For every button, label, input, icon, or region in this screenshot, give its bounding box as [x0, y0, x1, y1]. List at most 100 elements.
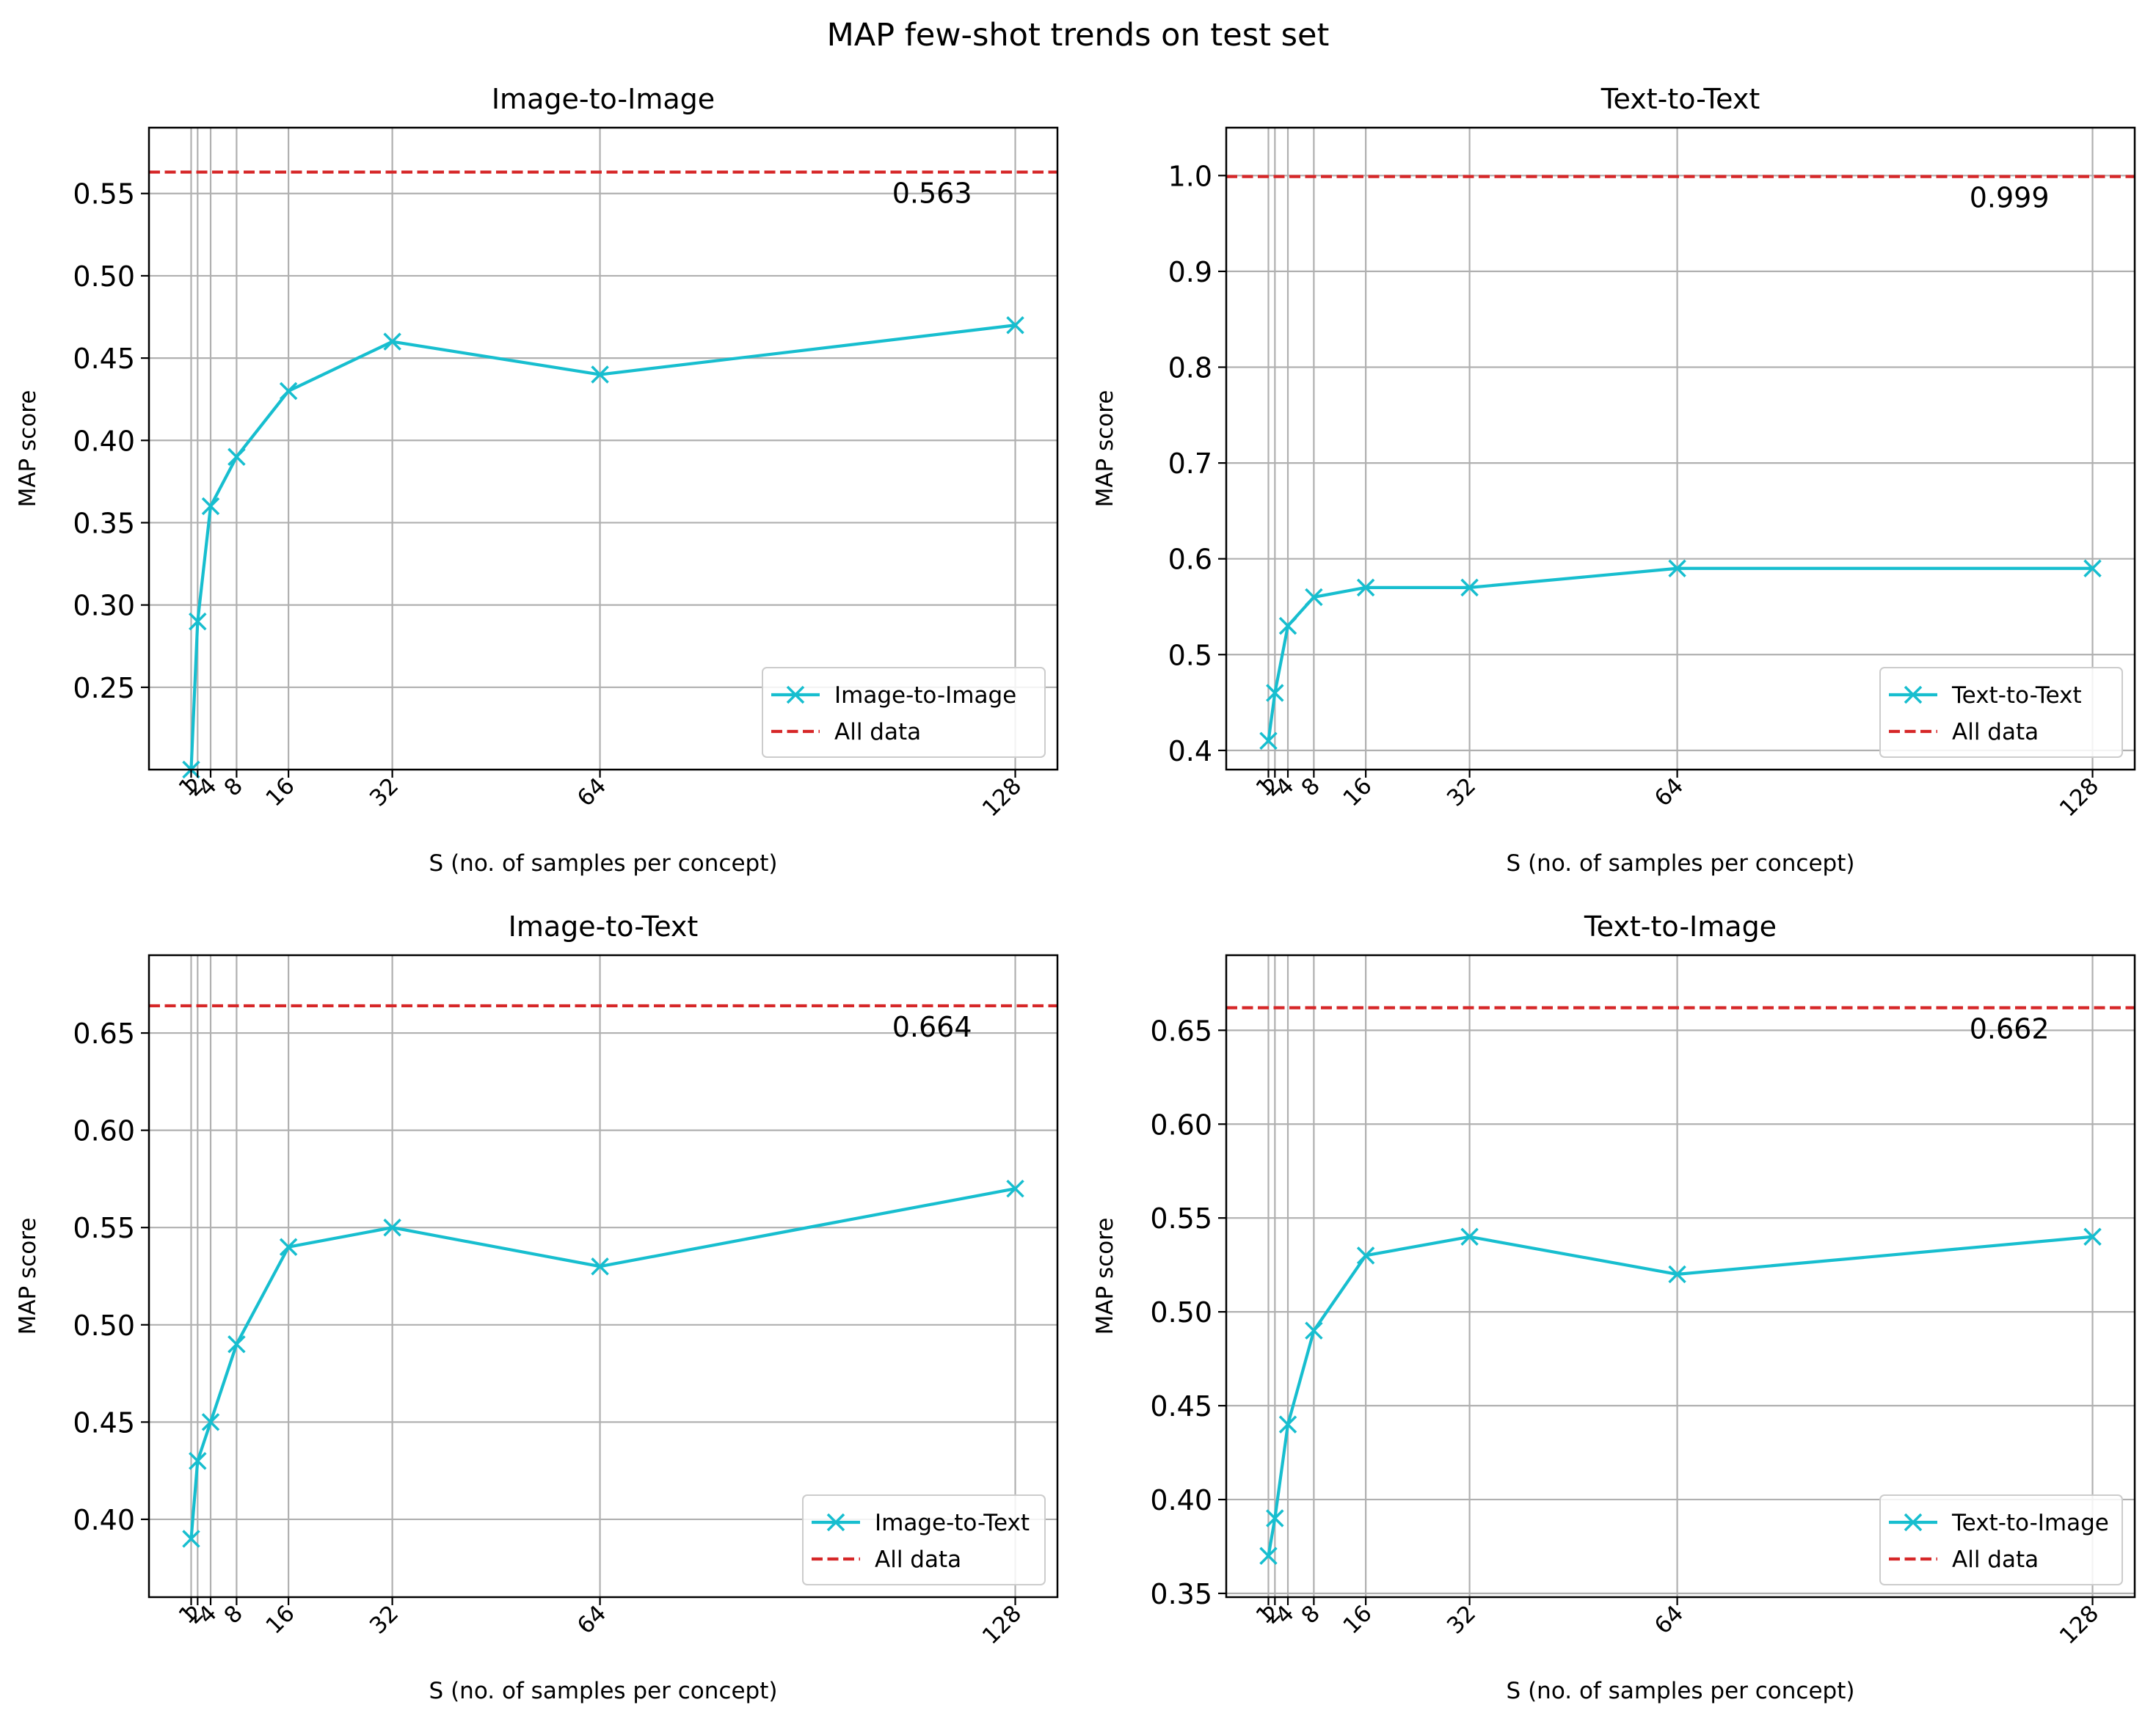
x-tick-label: 16: [1338, 773, 1377, 811]
y-tick-label: 0.25: [73, 672, 135, 704]
legend-box: [762, 667, 1046, 758]
legend-series-marker: [1904, 1513, 1923, 1532]
legend: Image-to-Text All data: [802, 1494, 1046, 1585]
x-tick-label: 64: [572, 773, 611, 811]
x-tick-label: 128: [977, 1600, 1027, 1649]
data-point-mark: [1356, 578, 1375, 597]
data-point-mark: [1278, 1415, 1297, 1434]
data-point-mark: [591, 365, 609, 384]
figure-title: MAP few-shot trends on test set: [827, 17, 1330, 54]
data-point-mark: [1305, 588, 1323, 607]
y-tick-label: 0.40: [73, 425, 135, 457]
x-tick-label: 32: [1442, 773, 1481, 811]
x-axis-label: S (no. of samples per concept): [429, 850, 778, 877]
subplot-title: Text-to-Image: [1584, 910, 1777, 943]
all-data-value-label: 0.662: [1970, 1013, 2050, 1045]
data-point: [1006, 315, 1024, 335]
y-tick-label: 0.55: [73, 178, 135, 211]
legend-all-data-label: All data: [1952, 719, 2039, 745]
data-point: [1278, 1415, 1297, 1434]
x-tick-label: 32: [1442, 1600, 1481, 1639]
y-tick-label: 0.9: [1168, 256, 1212, 288]
series-line: [1267, 566, 2093, 742]
y-tick-label: 0.45: [73, 1406, 135, 1439]
y-axis-label: MAP score: [15, 1218, 41, 1335]
subplot-title: Image-to-Image: [492, 83, 715, 115]
legend-all-data-label: All data: [875, 1547, 961, 1573]
y-tick-label: 0.50: [1150, 1296, 1212, 1329]
data-point: [1278, 616, 1297, 635]
legend-series-label: Image-to-Image: [834, 682, 1016, 709]
data-point-mark: [1266, 1509, 1284, 1527]
subplot-title: Image-to-Text: [509, 910, 699, 943]
data-point: [2083, 559, 2102, 577]
data-point: [227, 1335, 246, 1354]
data-point-mark: [1305, 1321, 1323, 1340]
data-point-mark: [1006, 1179, 1024, 1198]
data-point-mark: [1356, 1246, 1375, 1265]
x-axis-label: S (no. of samples per concept): [429, 1678, 778, 1704]
data-point: [1356, 578, 1375, 597]
y-tick-label: 0.45: [1150, 1390, 1212, 1423]
legend-series-marker: [1904, 685, 1923, 704]
data-point: [1668, 1265, 1686, 1284]
y-tick-label: 0.55: [73, 1212, 135, 1244]
y-tick-label: 0.5: [1168, 639, 1212, 671]
axes-frame: [148, 126, 1059, 771]
x-tick-label: 8: [1297, 773, 1325, 801]
data-point-mark: [279, 1238, 298, 1256]
legend-series-label: Text-to-Image: [1951, 1510, 2109, 1536]
data-point-mark: [279, 381, 298, 401]
data-point-mark: [201, 1413, 220, 1431]
x-tick-label: 128: [2055, 1600, 2104, 1649]
data-point-mark: [1259, 1547, 1278, 1565]
all-data-value-label: 0.664: [892, 1011, 972, 1043]
x-axis-label: S (no. of samples per concept): [1507, 850, 1855, 877]
data-point-mark: [591, 1257, 609, 1276]
data-point: [383, 1218, 401, 1237]
data-point-mark: [1668, 1265, 1686, 1284]
data-point: [591, 365, 609, 384]
axes-frame: [148, 954, 1059, 1599]
data-point: [1305, 1321, 1323, 1340]
data-point-mark: [1266, 684, 1284, 702]
data-point-mark: [1278, 616, 1297, 635]
legend-series-marker: [826, 1513, 845, 1532]
subplot-title: Text-to-Text: [1600, 83, 1760, 115]
y-tick-label: 0.50: [73, 260, 135, 293]
y-tick-label: 0.30: [73, 590, 135, 622]
x-tick-label: 8: [1297, 1600, 1325, 1629]
series-line: [1267, 1235, 2093, 1557]
legend-series-marker: [786, 685, 805, 704]
axes-frame: [1225, 954, 2136, 1599]
data-point-mark: [1668, 559, 1686, 577]
y-tick-label: 0.35: [1150, 1578, 1212, 1610]
data-point: [189, 1452, 207, 1470]
data-point: [2083, 1227, 2102, 1246]
y-axis-label: MAP score: [1092, 390, 1118, 508]
data-point: [279, 1238, 298, 1256]
y-axis-label: MAP score: [1092, 1218, 1118, 1335]
x-tick-label: 16: [1338, 1600, 1377, 1639]
data-point-mark: [1460, 1227, 1479, 1246]
legend-box: [1879, 1494, 2123, 1585]
data-point-mark: [189, 612, 207, 631]
legend-box: [1879, 667, 2123, 758]
data-point-mark: [1259, 731, 1278, 751]
y-tick-label: 0.55: [1150, 1202, 1212, 1235]
axes-frame: [1225, 126, 2136, 771]
x-tick-label: 32: [365, 773, 404, 811]
y-tick-label: 0.45: [73, 343, 135, 375]
data-point-mark: [1006, 315, 1024, 335]
data-point-mark: [201, 497, 220, 516]
data-point: [1460, 1227, 1479, 1246]
x-tick-label: 8: [219, 1600, 248, 1629]
data-point: [1668, 559, 1686, 577]
data-point: [182, 1530, 200, 1548]
all-data-value-label: 0.563: [892, 178, 972, 210]
y-tick-label: 0.50: [73, 1310, 135, 1342]
data-point: [201, 1413, 220, 1431]
data-point-mark: [227, 1335, 246, 1354]
